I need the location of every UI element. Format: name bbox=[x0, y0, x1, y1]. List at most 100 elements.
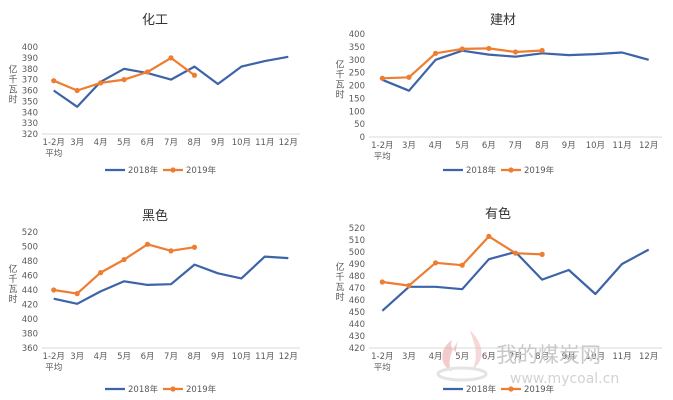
series-point bbox=[539, 47, 545, 54]
y-tick-label: 350 bbox=[349, 43, 365, 53]
series-point bbox=[144, 69, 151, 75]
series-point bbox=[144, 241, 151, 247]
y-tick-label: 250 bbox=[349, 69, 365, 79]
y-tick-label: 480 bbox=[349, 272, 365, 282]
legend-label: 2019年 bbox=[186, 384, 217, 395]
series-point bbox=[486, 45, 492, 52]
legend-label: 2018年 bbox=[466, 165, 497, 176]
watermark-logo bbox=[436, 330, 488, 382]
x-tick-label: 10月 bbox=[586, 352, 605, 362]
x-tick-label: 9月 bbox=[562, 141, 576, 151]
series-point bbox=[432, 260, 439, 266]
legend-label: 2019年 bbox=[524, 165, 555, 176]
x-tick-label: 5月 bbox=[117, 138, 131, 148]
y-tick-label: 360 bbox=[22, 344, 38, 354]
legend-label: 2018年 bbox=[128, 384, 159, 395]
y-tick-label: 510 bbox=[349, 236, 365, 246]
y-tick-label: 460 bbox=[349, 296, 365, 306]
legend-marker bbox=[508, 386, 514, 392]
x-tick-label: 6月 bbox=[482, 352, 496, 362]
series-point bbox=[512, 250, 519, 256]
x-tick-label: 8月 bbox=[535, 352, 549, 362]
series-point bbox=[379, 279, 385, 285]
x-tick-label: 3月 bbox=[402, 141, 416, 151]
y-axis-label: 亿千瓦时 bbox=[8, 263, 17, 305]
y-tick-label: 470 bbox=[349, 284, 365, 294]
legend-marker bbox=[508, 167, 514, 173]
y-tick-label: 400 bbox=[22, 43, 38, 53]
y-tick-label: 50 bbox=[354, 120, 365, 130]
series-point bbox=[74, 291, 80, 297]
watermark: 我的煤炭网 www.mycoal.cn bbox=[436, 330, 619, 387]
x-tick-label: 6月 bbox=[141, 138, 155, 148]
x-tick-label: 1-2月平均 bbox=[371, 352, 393, 373]
y-tick-label: 150 bbox=[349, 94, 365, 104]
series-line-0 bbox=[381, 49, 649, 92]
chart-title: 建材 bbox=[490, 13, 516, 28]
x-tick-label: 4月 bbox=[94, 352, 108, 362]
y-tick-label: 430 bbox=[349, 332, 365, 342]
x-tick-label: 11月 bbox=[255, 138, 274, 148]
y-tick-label: 300 bbox=[349, 56, 365, 66]
series-line-1 bbox=[382, 47, 543, 80]
series-point bbox=[121, 256, 127, 263]
legend-label: 2019年 bbox=[524, 384, 555, 395]
y-tick-label: 500 bbox=[22, 243, 38, 253]
y-tick-label: 480 bbox=[22, 257, 38, 267]
x-tick-label: 12月 bbox=[279, 352, 298, 362]
x-tick-label: 4月 bbox=[429, 352, 443, 362]
series-point bbox=[191, 72, 198, 78]
y-tick-label: 400 bbox=[22, 315, 38, 325]
x-tick-label: 1-2月平均 bbox=[43, 352, 65, 373]
series-point bbox=[168, 55, 174, 61]
x-tick-label: 10月 bbox=[232, 138, 251, 148]
x-tick-label: 5月 bbox=[455, 352, 469, 362]
legend-label: 2018年 bbox=[466, 384, 497, 395]
series-point bbox=[406, 74, 412, 80]
x-tick-label: 8月 bbox=[187, 352, 201, 362]
watermark-text: 我的煤炭网 bbox=[496, 343, 601, 367]
x-tick-label: 12月 bbox=[279, 138, 298, 148]
y-axis-label: 亿千瓦时 bbox=[335, 261, 344, 303]
x-tick-label: 11月 bbox=[612, 141, 631, 151]
chart-title: 有色 bbox=[485, 206, 511, 222]
y-tick-label: 200 bbox=[349, 82, 365, 92]
series-point bbox=[191, 244, 198, 250]
series-line-1 bbox=[53, 56, 196, 92]
y-axis-label: 亿千瓦时 bbox=[8, 64, 17, 106]
x-tick-label: 4月 bbox=[429, 141, 443, 151]
y-tick-label: 440 bbox=[349, 320, 365, 330]
y-tick-label: 450 bbox=[349, 308, 365, 318]
legend-marker bbox=[170, 386, 176, 392]
series-point bbox=[539, 251, 545, 257]
series-point bbox=[459, 262, 465, 268]
y-tick-label: 350 bbox=[22, 97, 38, 107]
x-tick-label: 8月 bbox=[535, 141, 549, 151]
y-axis-label: 亿千瓦时 bbox=[335, 59, 344, 101]
legend-label: 2018年 bbox=[128, 165, 159, 176]
x-tick-label: 4月 bbox=[94, 138, 108, 148]
y-tick-label: 520 bbox=[22, 228, 38, 238]
series-point bbox=[406, 283, 412, 289]
x-tick-label: 3月 bbox=[402, 352, 416, 362]
y-tick-label: 440 bbox=[22, 286, 38, 296]
y-tick-label: 380 bbox=[22, 65, 38, 75]
x-tick-label: 1-2月平均 bbox=[371, 141, 393, 162]
x-tick-label: 5月 bbox=[455, 141, 469, 151]
y-tick-label: 390 bbox=[22, 54, 38, 64]
x-tick-label: 7月 bbox=[509, 141, 523, 151]
y-tick-label: 330 bbox=[22, 119, 38, 129]
series-point bbox=[459, 46, 465, 52]
x-tick-label: 6月 bbox=[141, 352, 155, 362]
x-tick-label: 9月 bbox=[562, 352, 576, 362]
series-point bbox=[121, 77, 127, 83]
x-tick-label: 7月 bbox=[164, 138, 178, 148]
series-point bbox=[379, 75, 385, 81]
y-tick-label: 520 bbox=[349, 224, 365, 234]
x-tick-label: 3月 bbox=[70, 138, 84, 148]
chart-title: 化工 bbox=[142, 13, 168, 28]
